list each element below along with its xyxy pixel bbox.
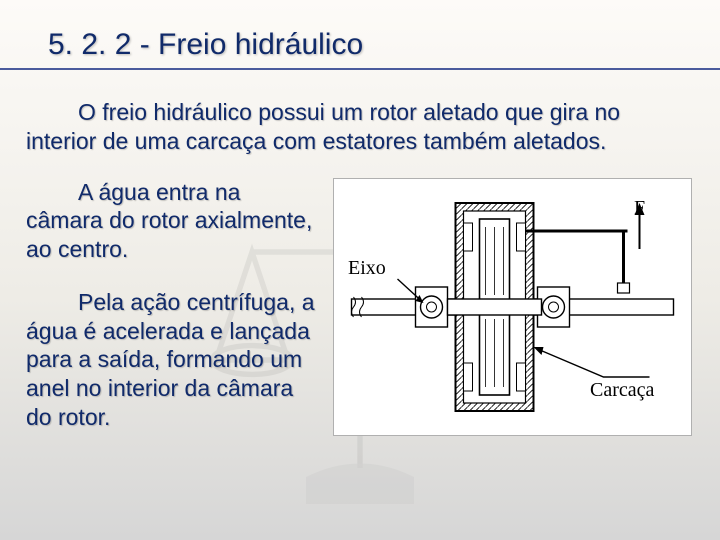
label-carcaca: Carcaça xyxy=(590,379,654,402)
slide-title: 5. 2. 2 - Freio hidráulico xyxy=(48,28,692,62)
intro-paragraph: O freio hidráulico possui um rotor aleta… xyxy=(26,98,692,156)
body-text-column: A água entra na câmara do rotor axialmen… xyxy=(26,178,321,456)
slide-content: 5. 2. 2 - Freio hidráulico O freio hidrá… xyxy=(0,0,720,540)
label-eixo: Eixo xyxy=(348,257,386,280)
para1-text: A água entra na câmara do rotor axialmen… xyxy=(26,179,312,263)
title-underline xyxy=(0,68,720,70)
label-f: F xyxy=(634,197,645,220)
hydraulic-brake-diagram: Eixo F Carcaça xyxy=(333,178,692,436)
body-row: A água entra na câmara do rotor axialmen… xyxy=(54,178,692,456)
para2-text: Pela ação centrífuga, a água é acelerada… xyxy=(26,289,315,430)
intro-text: O freio hidráulico possui um rotor aleta… xyxy=(26,99,620,154)
